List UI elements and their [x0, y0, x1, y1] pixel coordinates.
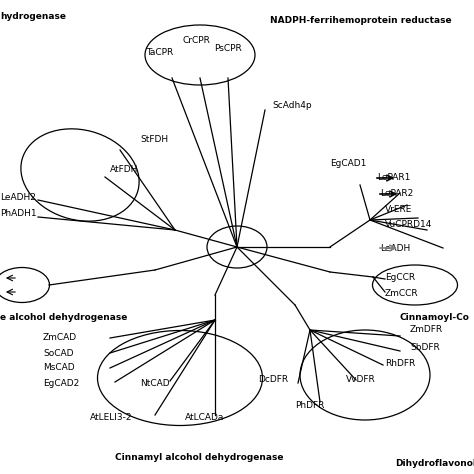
- Text: AtLCADa: AtLCADa: [185, 413, 224, 422]
- Text: e alcohol dehydrogenase: e alcohol dehydrogenase: [0, 313, 128, 322]
- Text: Cinnamoyl-Co: Cinnamoyl-Co: [400, 312, 470, 321]
- Text: Cinnamyl alcohol dehydrogenase: Cinnamyl alcohol dehydrogenase: [115, 454, 283, 463]
- Text: SbDFR: SbDFR: [410, 344, 440, 353]
- Text: Dihydroflavonol-: Dihydroflavonol-: [395, 458, 474, 467]
- Text: DcDFR: DcDFR: [258, 375, 288, 384]
- Text: VrERE: VrERE: [385, 206, 412, 215]
- Text: AtLELI3-2: AtLELI3-2: [90, 413, 133, 422]
- Text: NADPH-ferrihemoprotein reductase: NADPH-ferrihemoprotein reductase: [270, 16, 452, 25]
- Text: RhDFR: RhDFR: [385, 358, 415, 367]
- Text: LePAR1: LePAR1: [377, 173, 410, 182]
- Text: hydrogenase: hydrogenase: [0, 12, 66, 21]
- Text: PsCPR: PsCPR: [214, 44, 242, 53]
- Text: NtCAD: NtCAD: [140, 379, 170, 388]
- Text: PhADH1: PhADH1: [0, 209, 36, 218]
- Text: LeADH: LeADH: [380, 244, 410, 253]
- Text: VuCPRD14: VuCPRD14: [385, 219, 432, 228]
- Text: EgCCR: EgCCR: [385, 273, 415, 282]
- Text: VvDFR: VvDFR: [346, 375, 376, 384]
- Text: ZmDFR: ZmDFR: [410, 326, 443, 335]
- Text: TaCPR: TaCPR: [146, 47, 173, 56]
- Text: LeADH2: LeADH2: [0, 192, 36, 201]
- Text: LePAR2: LePAR2: [380, 190, 413, 199]
- Text: EgCAD2: EgCAD2: [43, 379, 79, 388]
- Text: ZmCCR: ZmCCR: [385, 289, 419, 298]
- Text: SoCAD: SoCAD: [43, 348, 73, 357]
- Text: ZmCAD: ZmCAD: [43, 334, 77, 343]
- Text: PhDFR: PhDFR: [295, 401, 324, 410]
- Text: CrCPR: CrCPR: [182, 36, 210, 45]
- Text: ScAdh4p: ScAdh4p: [272, 100, 311, 109]
- Text: StFDH: StFDH: [140, 136, 168, 145]
- Text: EgCAD1: EgCAD1: [330, 158, 366, 167]
- Text: AtFDH: AtFDH: [110, 165, 138, 174]
- Text: MsCAD: MsCAD: [43, 364, 74, 373]
